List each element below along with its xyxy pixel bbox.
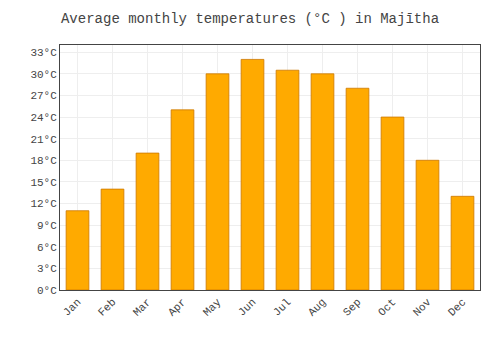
svg-text:15°C: 15°C — [30, 177, 57, 189]
svg-text:Jan: Jan — [61, 296, 83, 318]
svg-text:24°C: 24°C — [30, 112, 57, 124]
svg-text:33°C: 33°C — [30, 47, 57, 59]
svg-text:30°C: 30°C — [30, 69, 57, 81]
svg-text:Dec: Dec — [446, 296, 468, 318]
svg-text:0°C: 0°C — [37, 285, 57, 297]
svg-text:Mar: Mar — [131, 296, 153, 318]
svg-text:Aug: Aug — [306, 296, 328, 318]
svg-text:Jul: Jul — [271, 296, 293, 318]
svg-text:27°C: 27°C — [30, 90, 57, 102]
svg-text:Feb: Feb — [96, 296, 118, 318]
svg-text:Sep: Sep — [341, 296, 363, 318]
svg-text:9°C: 9°C — [37, 220, 57, 232]
svg-text:Oct: Oct — [376, 296, 398, 318]
svg-text:6°C: 6°C — [37, 242, 57, 254]
svg-text:Apr: Apr — [166, 296, 188, 318]
svg-text:3°C: 3°C — [37, 263, 57, 275]
svg-text:12°C: 12°C — [30, 198, 57, 210]
svg-text:May: May — [201, 296, 224, 319]
svg-text:Nov: Nov — [411, 296, 434, 319]
svg-text:21°C: 21°C — [30, 134, 57, 146]
svg-text:Jun: Jun — [236, 296, 258, 318]
svg-text:Average monthly temperatures (: Average monthly temperatures (°C ) in Ma… — [61, 11, 439, 27]
svg-text:18°C: 18°C — [30, 155, 57, 167]
